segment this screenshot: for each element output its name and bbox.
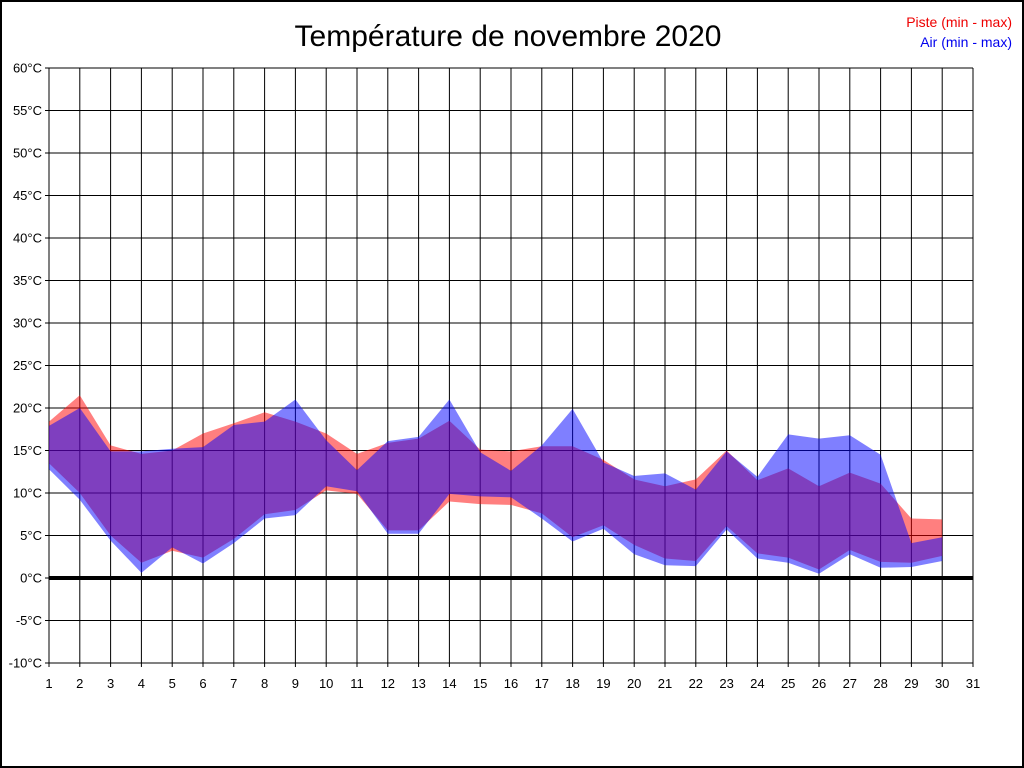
svg-text:30°C: 30°C	[13, 316, 42, 331]
svg-text:13: 13	[411, 676, 425, 691]
svg-text:24: 24	[750, 676, 764, 691]
legend: Piste (min - max) Air (min - max)	[906, 12, 1012, 52]
svg-text:30: 30	[935, 676, 949, 691]
svg-text:9: 9	[292, 676, 299, 691]
svg-text:35°C: 35°C	[13, 273, 42, 288]
svg-text:8: 8	[261, 676, 268, 691]
svg-text:11: 11	[350, 676, 364, 691]
svg-text:26: 26	[812, 676, 826, 691]
svg-text:28: 28	[873, 676, 887, 691]
svg-text:50°C: 50°C	[13, 146, 42, 161]
svg-text:0°C: 0°C	[20, 571, 42, 586]
svg-text:25: 25	[781, 676, 795, 691]
svg-text:55°C: 55°C	[13, 103, 42, 118]
svg-text:21: 21	[658, 676, 672, 691]
svg-text:-10°C: -10°C	[9, 656, 42, 671]
svg-text:25°C: 25°C	[13, 358, 42, 373]
svg-text:20: 20	[627, 676, 641, 691]
legend-piste-label: Piste (min - max)	[906, 14, 1012, 30]
svg-text:22: 22	[689, 676, 703, 691]
svg-text:31: 31	[966, 676, 980, 691]
svg-text:3: 3	[107, 676, 114, 691]
svg-text:45°C: 45°C	[13, 188, 42, 203]
svg-text:15°C: 15°C	[13, 443, 42, 458]
svg-text:7: 7	[230, 676, 237, 691]
air-band	[49, 399, 943, 574]
svg-text:23: 23	[719, 676, 733, 691]
svg-text:2: 2	[76, 676, 83, 691]
svg-text:16: 16	[504, 676, 518, 691]
svg-text:20°C: 20°C	[13, 401, 42, 416]
x-axis-labels: 1 2 3 4 5 6 7 8 9 10 11 12 13 14 15 16 17 18 19 20 21 22 23 24 2…	[45, 676, 980, 691]
svg-text:6: 6	[199, 676, 206, 691]
y-axis-labels: -10°C -5°C 0°C 5°C 10°C 15°C 20°C 25°C 30°C 35°C 4…	[9, 61, 42, 671]
legend-air-label: Air (min - max)	[920, 34, 1012, 50]
svg-text:19: 19	[596, 676, 610, 691]
svg-text:60°C: 60°C	[13, 61, 42, 76]
svg-text:5°C: 5°C	[20, 528, 42, 543]
svg-text:40°C: 40°C	[13, 231, 42, 246]
svg-text:29: 29	[904, 676, 918, 691]
svg-text:15: 15	[473, 676, 487, 691]
svg-text:10°C: 10°C	[13, 486, 42, 501]
svg-text:18: 18	[565, 676, 579, 691]
svg-text:27: 27	[843, 676, 857, 691]
svg-text:4: 4	[138, 676, 145, 691]
svg-text:12: 12	[381, 676, 395, 691]
chart-title: Température de novembre 2020	[294, 20, 722, 53]
svg-text:17: 17	[535, 676, 549, 691]
svg-text:1: 1	[45, 676, 52, 691]
svg-text:5: 5	[169, 676, 176, 691]
svg-text:10: 10	[319, 676, 333, 691]
svg-text:14: 14	[442, 676, 456, 691]
svg-text:-5°C: -5°C	[16, 613, 42, 628]
